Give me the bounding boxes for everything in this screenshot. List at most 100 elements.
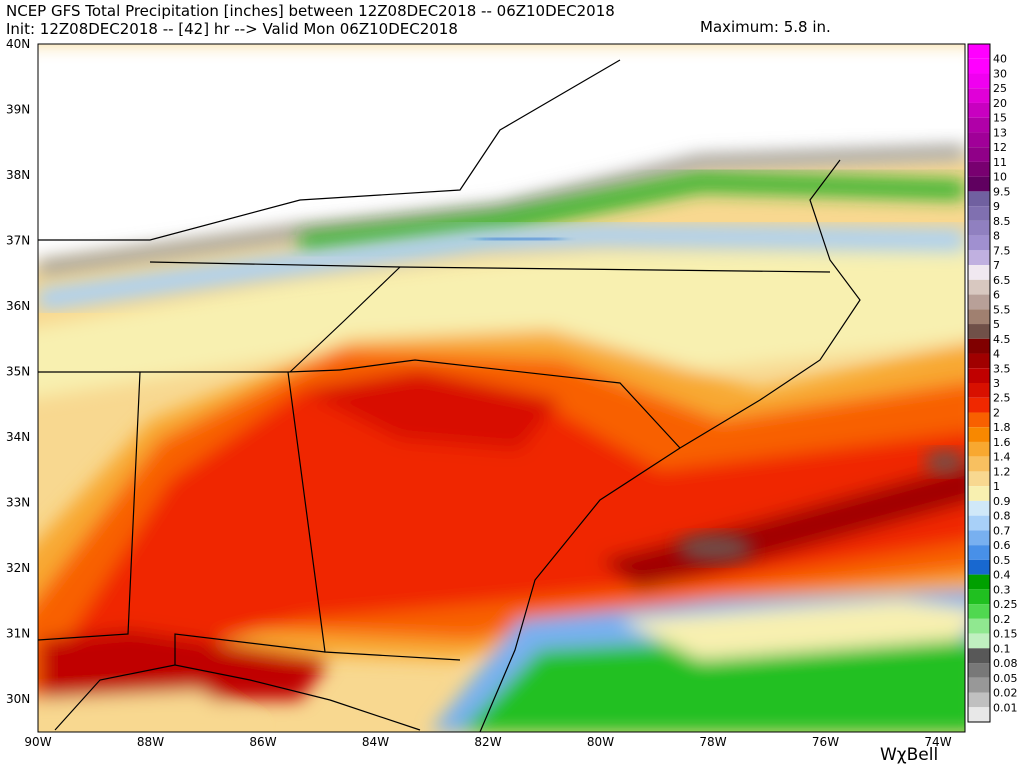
- legend-label: 2: [993, 406, 1000, 419]
- legend-swatch: [968, 648, 990, 664]
- legend-swatch: [968, 500, 990, 516]
- latitude-label: 32N: [6, 561, 30, 575]
- latitude-label: 38N: [6, 168, 30, 182]
- longitude-label: 80W: [587, 735, 614, 749]
- subtitle: Init: 12Z08DEC2018 -- [42] hr --> Valid …: [6, 20, 458, 38]
- latitude-label: 31N: [6, 627, 30, 641]
- legend-swatch: [968, 44, 990, 59]
- longitude-label: 78W: [699, 735, 726, 749]
- longitude-label: 84W: [362, 735, 389, 749]
- legend-label: 0.02: [993, 687, 1018, 700]
- legend-swatch: [968, 427, 990, 442]
- legend-label: 1.8: [993, 421, 1011, 434]
- legend-label: 0.3: [993, 583, 1011, 596]
- legend-swatch: [968, 707, 990, 722]
- logo: WχBell: [880, 745, 938, 765]
- legend-label: 0.15: [993, 628, 1018, 641]
- legend-swatch: [968, 618, 990, 634]
- legend-frame: [967, 43, 991, 723]
- legend-swatch: [968, 250, 990, 266]
- latitude-label: 34N: [6, 430, 30, 444]
- legend-label: 0.5: [993, 554, 1011, 567]
- legend-swatch: [968, 589, 990, 605]
- legend-swatch: [968, 530, 990, 546]
- legend-swatch: [968, 338, 990, 354]
- legend-label: 3: [993, 377, 1000, 390]
- legend-swatch: [968, 117, 990, 133]
- legend-swatch: [968, 397, 990, 413]
- legend-swatch: [968, 309, 990, 325]
- longitude-label: 90W: [24, 735, 51, 749]
- legend-label: 10: [993, 171, 1007, 184]
- legend-label: 4.5: [993, 333, 1011, 346]
- legend-label: 13: [993, 126, 1007, 139]
- legend-label: 0.6: [993, 539, 1011, 552]
- legend-swatch: [968, 176, 990, 192]
- legend-label: 12: [993, 141, 1007, 154]
- legend-swatch: [968, 412, 990, 428]
- legend-label: 0.08: [993, 657, 1018, 670]
- legend-label: 0.4: [993, 569, 1011, 582]
- legend-label: 1.6: [993, 436, 1011, 449]
- legend-label: 8: [993, 230, 1000, 243]
- legend-swatch: [968, 294, 990, 310]
- legend-swatch: [968, 265, 990, 280]
- legend-label: 2.5: [993, 392, 1011, 405]
- latitude-label: 40N: [6, 37, 30, 51]
- legend-label: 25: [993, 82, 1007, 95]
- legend-label: 0.9: [993, 495, 1011, 508]
- legend-swatch: [968, 353, 990, 369]
- legend-label: 40: [993, 53, 1007, 66]
- longitude-label: 76W: [812, 735, 839, 749]
- title: NCEP GFS Total Precipitation [inches] be…: [6, 2, 615, 20]
- legend-swatch: [968, 147, 990, 162]
- longitude-label: 86W: [249, 735, 276, 749]
- legend-label: 20: [993, 97, 1007, 110]
- precip-field: [38, 44, 965, 732]
- legend-label: 1.2: [993, 465, 1011, 478]
- legend-swatch: [968, 515, 990, 531]
- legend-swatch: [968, 206, 990, 221]
- legend-swatch: [968, 663, 990, 678]
- legend-label: 0.2: [993, 613, 1011, 626]
- legend-label: 0.1: [993, 642, 1011, 655]
- latitude-label: 39N: [6, 103, 30, 117]
- legend-swatch: [968, 220, 990, 236]
- legend-swatch: [968, 235, 990, 251]
- legend-swatch: [968, 456, 990, 472]
- latitude-label: 33N: [6, 496, 30, 510]
- legend-swatch: [968, 88, 990, 103]
- legend-swatch: [968, 73, 990, 89]
- legend-swatch: [968, 559, 990, 575]
- legend-swatch: [968, 486, 990, 501]
- legend-swatch: [968, 545, 990, 560]
- map-frame: [37, 43, 966, 733]
- longitude-label: 74W: [924, 735, 951, 749]
- legend-swatch: [968, 633, 990, 649]
- legend-label: 9: [993, 200, 1000, 213]
- latitude-label: 36N: [6, 299, 30, 313]
- legend-label: 1: [993, 480, 1000, 493]
- legend-label: 5: [993, 318, 1000, 331]
- latitude-label: 35N: [6, 365, 30, 379]
- legend-swatch: [968, 58, 990, 74]
- legend-label: 30: [993, 67, 1007, 80]
- legend-swatch: [968, 324, 990, 339]
- legend-label: 5.5: [993, 303, 1011, 316]
- legend-label: 7: [993, 259, 1000, 272]
- legend-swatch: [968, 471, 990, 487]
- legend-swatch: [968, 604, 990, 619]
- legend-label: 8.5: [993, 215, 1011, 228]
- legend-label: 9.5: [993, 185, 1011, 198]
- latitude-label: 37N: [6, 234, 30, 248]
- legend-swatch: [968, 692, 990, 708]
- legend-label: 0.8: [993, 510, 1011, 523]
- legend-swatch: [968, 132, 990, 148]
- legend-swatch: [968, 161, 990, 177]
- legend-label: 1.4: [993, 451, 1011, 464]
- latitude-label: 30N: [6, 692, 30, 706]
- legend-swatch: [968, 677, 990, 693]
- legend-label: 0.25: [993, 598, 1018, 611]
- maximum: Maximum: 5.8 in.: [700, 18, 831, 36]
